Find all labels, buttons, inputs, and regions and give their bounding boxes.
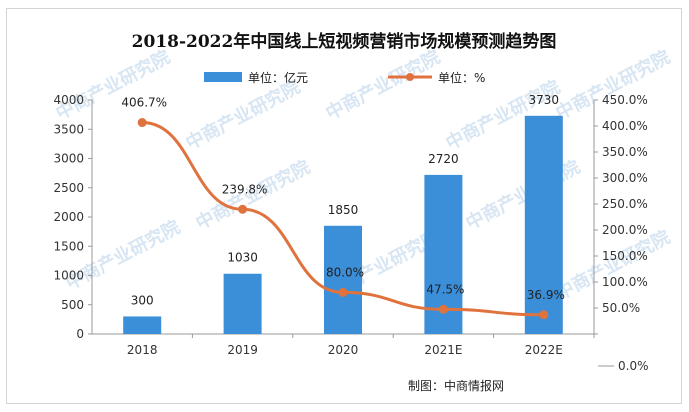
line-value-label: 36.9% xyxy=(527,288,565,302)
bar xyxy=(223,273,262,334)
right-tick-label: 50.0% xyxy=(602,301,640,315)
right-tick-label: 400.0% xyxy=(602,119,648,133)
bar xyxy=(524,115,563,334)
x-tick-label: 2018 xyxy=(127,343,158,357)
x-tick-label: 2020 xyxy=(328,343,359,357)
right-tick-label: 150.0% xyxy=(602,249,648,263)
left-tick-label: 3000 xyxy=(53,152,84,166)
line-point xyxy=(338,287,348,297)
legend-line-marker xyxy=(406,73,414,81)
left-tick-label: 500 xyxy=(61,298,84,312)
left-tick-label: 0 xyxy=(76,327,84,341)
left-tick-label: 4000 xyxy=(53,93,84,107)
left-tick-label: 2500 xyxy=(53,181,84,195)
watermark-text: 中商产业研究院 xyxy=(462,156,584,235)
watermark-text: 中商产业研究院 xyxy=(182,76,304,155)
bar-value-label: 2720 xyxy=(428,152,459,166)
line-point xyxy=(539,310,549,320)
chart-frame xyxy=(6,8,682,404)
bar-value-label: 300 xyxy=(131,293,154,307)
growth-line xyxy=(142,121,544,317)
watermark-text: 中商产业研究院 xyxy=(322,46,444,125)
source-note: 制图：中商情报网 xyxy=(408,378,504,393)
legend-bar-label: 单位：亿元 xyxy=(248,70,308,85)
right-tick-label: 100.0% xyxy=(602,275,648,289)
bar xyxy=(324,225,362,334)
right-tick-label: 200.0% xyxy=(602,223,648,237)
right-tick-label: 250.0% xyxy=(602,197,648,211)
bar-value-label: 1850 xyxy=(328,203,359,217)
legend-bar-swatch xyxy=(204,72,242,82)
bar-value-label: 1030 xyxy=(227,251,258,265)
line-value-label: 80.0% xyxy=(326,265,364,279)
x-tick-label: 2019 xyxy=(227,343,258,357)
line-value-label: 406.7% xyxy=(121,96,167,110)
watermark-text: 中商产业研究院 xyxy=(552,226,674,305)
line-point xyxy=(137,118,147,128)
left-tick-label: 2000 xyxy=(53,210,84,224)
line-value-label: 239.8% xyxy=(222,182,268,196)
line-series: 406.7% 239.8% 80.0% 47.5% 36.9% xyxy=(121,96,565,320)
line-point xyxy=(238,204,248,214)
watermark-text: 中商产业研究院 xyxy=(552,46,674,125)
bar-value-label: 3730 xyxy=(529,93,560,107)
right-tick-label: 450.0% xyxy=(602,93,648,107)
left-tick-label: 3500 xyxy=(53,122,84,136)
left-tick-label: 1000 xyxy=(53,269,84,283)
bar-series: 300 1030 1850 2720 3730 xyxy=(123,93,563,334)
line-point xyxy=(438,304,448,314)
bar xyxy=(123,316,162,334)
right-tick-label: 350.0% xyxy=(602,145,648,159)
legend-line-label: 单位：% xyxy=(438,70,485,85)
watermark-text: 中商产业研究院 xyxy=(62,216,184,295)
chart-title: 2018-2022年中国线上短视频营销市场规模预测趋势图 xyxy=(132,31,557,52)
x-tick-label: 2022E xyxy=(525,343,563,357)
line-value-label: 47.5% xyxy=(426,282,464,296)
x-tick-label: 2021E xyxy=(424,343,462,357)
left-tick-label: 1500 xyxy=(53,239,84,253)
corner-legend-label: 0.0% xyxy=(618,359,649,373)
right-tick-label: 300.0% xyxy=(602,171,648,185)
watermark-text: 中商产业研究院 xyxy=(52,46,174,125)
